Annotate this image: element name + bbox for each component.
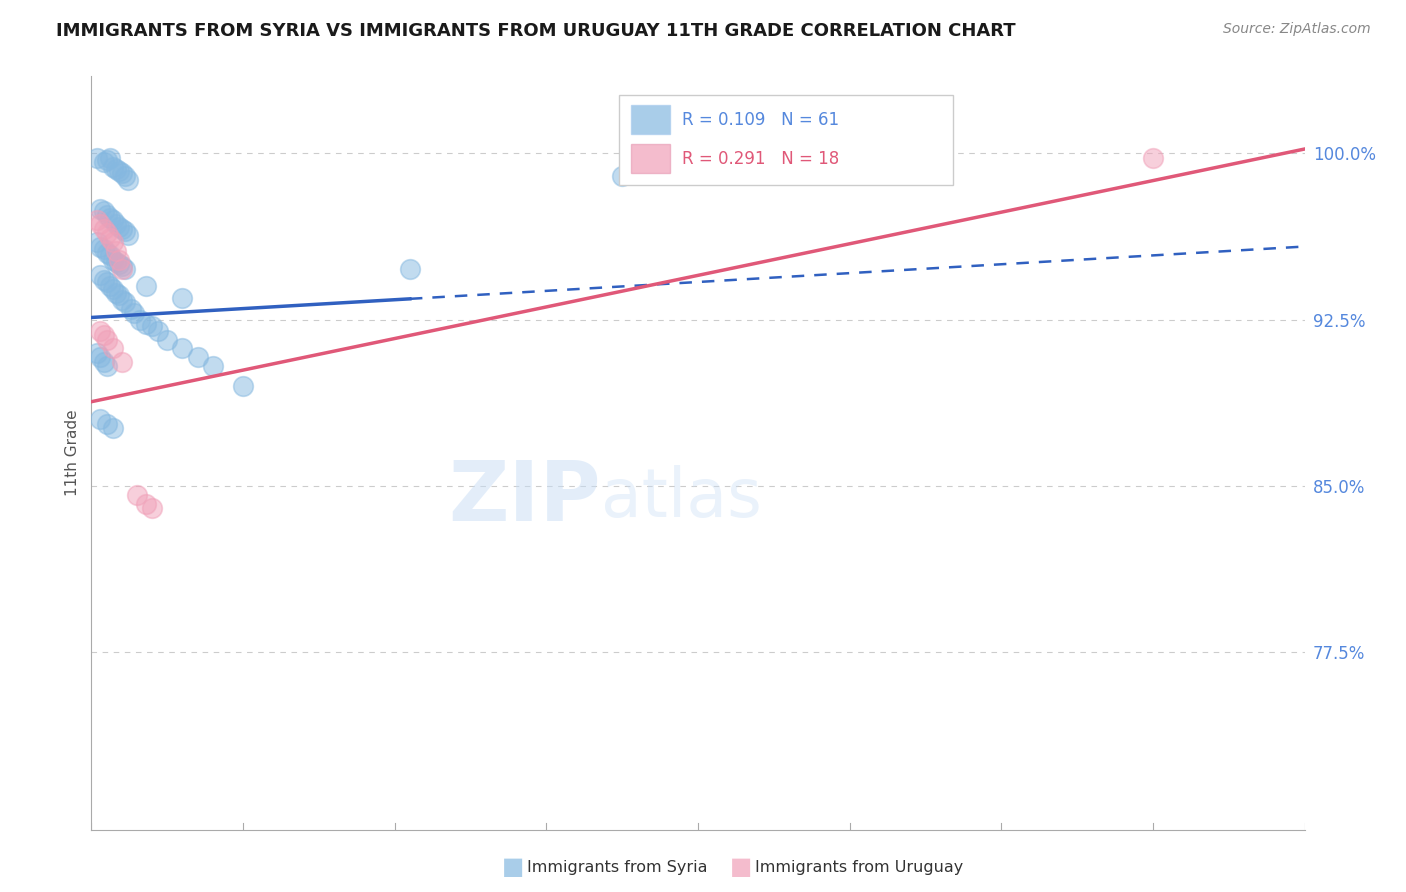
Point: [1142, 151, 1164, 165]
Text: R = 0.291   N = 18: R = 0.291 N = 18: [682, 150, 839, 168]
Point: [104, 161, 127, 176]
Point: [93, 328, 115, 343]
Point: [101, 282, 124, 296]
Point: [111, 261, 134, 276]
Point: [98, 248, 121, 262]
Text: R = 0.109   N = 61: R = 0.109 N = 61: [682, 111, 839, 128]
Point: [129, 312, 152, 326]
Point: [114, 169, 136, 183]
Point: [135, 279, 157, 293]
Point: [89, 268, 111, 283]
Point: [232, 379, 254, 393]
Point: [111, 166, 134, 180]
Point: [107, 288, 129, 302]
Point: [107, 257, 129, 271]
FancyBboxPatch shape: [631, 105, 671, 134]
Point: [89, 351, 111, 365]
Point: [98, 211, 121, 225]
Point: [86, 235, 108, 249]
Point: [93, 273, 115, 287]
Point: [111, 355, 134, 369]
Point: [89, 239, 111, 253]
FancyBboxPatch shape: [619, 95, 953, 186]
Point: [104, 244, 127, 258]
Point: [101, 252, 124, 267]
Point: [114, 261, 136, 276]
Point: [107, 252, 129, 267]
Point: [93, 155, 115, 169]
Point: [111, 260, 134, 274]
Point: [93, 355, 115, 369]
Point: [104, 218, 127, 232]
Point: [89, 202, 111, 216]
Point: [96, 246, 118, 260]
Point: [86, 151, 108, 165]
Point: [141, 319, 163, 334]
Point: [93, 204, 115, 219]
Point: [101, 160, 124, 174]
Text: Source: ZipAtlas.com: Source: ZipAtlas.com: [1223, 22, 1371, 37]
Point: [111, 221, 134, 235]
Point: [98, 151, 121, 165]
Point: [117, 228, 139, 243]
FancyBboxPatch shape: [631, 145, 671, 173]
Point: [172, 342, 194, 356]
Point: [89, 218, 111, 232]
Point: [96, 153, 118, 167]
Point: [101, 342, 124, 356]
Text: ■: ■: [502, 855, 524, 879]
Point: [399, 261, 422, 276]
Point: [89, 324, 111, 338]
Point: [104, 255, 127, 269]
Point: [101, 235, 124, 249]
Point: [96, 275, 118, 289]
Point: [107, 219, 129, 234]
Point: [98, 230, 121, 244]
Y-axis label: 11th Grade: 11th Grade: [65, 409, 80, 496]
Point: [111, 293, 134, 307]
Point: [122, 306, 145, 320]
Point: [86, 213, 108, 227]
Point: [135, 317, 157, 331]
Point: [96, 359, 118, 374]
Point: [98, 279, 121, 293]
Point: [96, 226, 118, 240]
Point: [114, 294, 136, 309]
Point: [125, 488, 148, 502]
Text: atlas: atlas: [600, 465, 762, 531]
Text: Immigrants from Syria: Immigrants from Syria: [527, 860, 707, 874]
Text: ZIP: ZIP: [449, 458, 600, 539]
Point: [93, 242, 115, 256]
Point: [117, 173, 139, 187]
Point: [201, 359, 224, 374]
Point: [187, 351, 209, 365]
Point: [96, 417, 118, 431]
Point: [86, 346, 108, 360]
Point: [104, 286, 127, 301]
Point: [89, 412, 111, 426]
Point: [96, 333, 118, 347]
Point: [107, 164, 129, 178]
Point: [101, 421, 124, 435]
Point: [93, 221, 115, 235]
Text: ■: ■: [730, 855, 752, 879]
Point: [114, 224, 136, 238]
Point: [135, 497, 157, 511]
Point: [146, 324, 169, 338]
Point: [101, 213, 124, 227]
Text: IMMIGRANTS FROM SYRIA VS IMMIGRANTS FROM URUGUAY 11TH GRADE CORRELATION CHART: IMMIGRANTS FROM SYRIA VS IMMIGRANTS FROM…: [56, 22, 1017, 40]
Point: [141, 501, 163, 516]
Point: [172, 291, 194, 305]
Point: [156, 333, 179, 347]
Text: Immigrants from Uruguay: Immigrants from Uruguay: [755, 860, 963, 874]
Point: [120, 301, 142, 316]
Point: [96, 209, 118, 223]
Point: [612, 169, 634, 183]
